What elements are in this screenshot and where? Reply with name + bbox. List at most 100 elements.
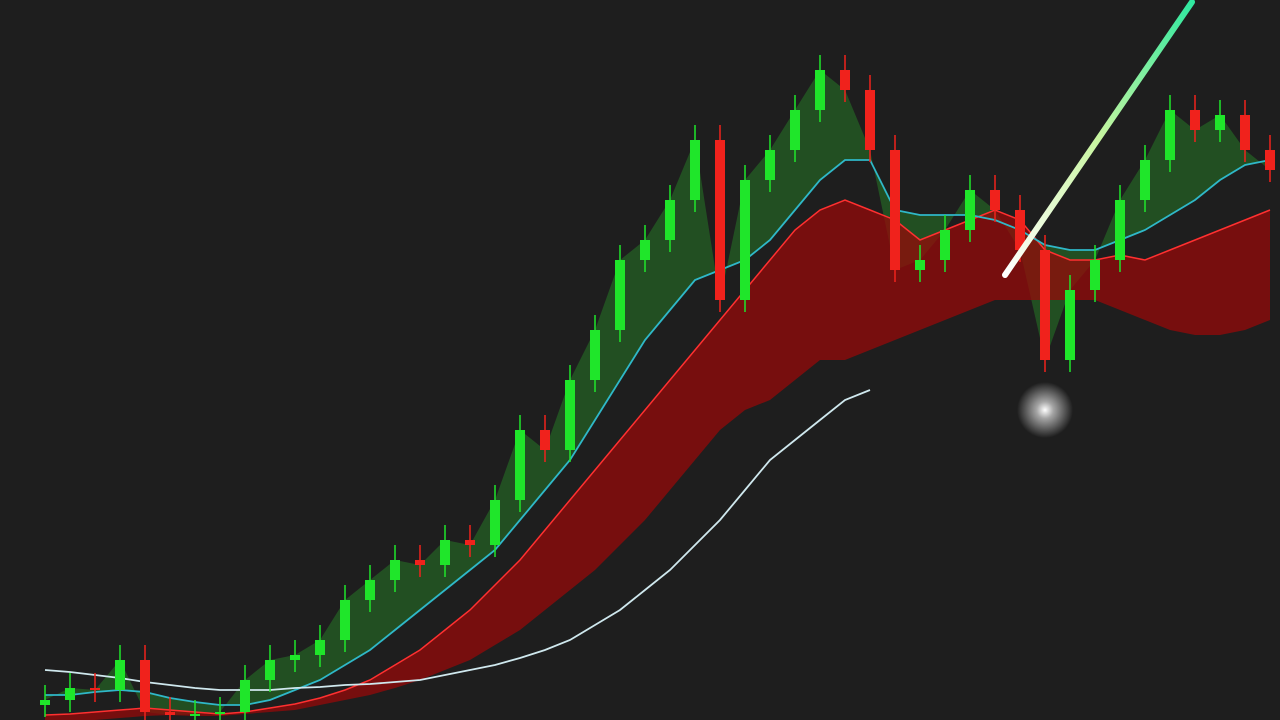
- candle: [1090, 245, 1100, 302]
- candle-body: [440, 540, 450, 565]
- candle-body: [1240, 115, 1250, 150]
- candle-body: [190, 714, 200, 716]
- candle-body: [1215, 115, 1225, 130]
- candle-body: [415, 560, 425, 565]
- candle: [390, 545, 400, 592]
- candle-body: [690, 140, 700, 200]
- candle: [65, 673, 75, 712]
- candle: [990, 175, 1000, 222]
- candle: [640, 225, 650, 272]
- candle-body: [665, 200, 675, 240]
- candle-body: [540, 430, 550, 450]
- candle-body: [1165, 110, 1175, 160]
- candle: [865, 75, 875, 162]
- candle: [165, 697, 175, 720]
- candle: [1240, 100, 1250, 162]
- candle-body: [465, 540, 475, 545]
- candle: [315, 625, 325, 667]
- candle: [940, 215, 950, 272]
- candle: [290, 640, 300, 672]
- candle: [665, 185, 675, 252]
- fills: [45, 70, 1270, 720]
- candle-body: [640, 240, 650, 260]
- candle-body: [1140, 160, 1150, 200]
- candle: [1115, 185, 1125, 272]
- candle: [1190, 95, 1200, 142]
- candle: [90, 673, 100, 702]
- candle-body: [815, 70, 825, 110]
- candle-body: [965, 190, 975, 230]
- line: [44, 389, 871, 691]
- candle: [565, 365, 575, 462]
- candle: [1065, 275, 1075, 372]
- candles: [40, 55, 1275, 720]
- candle-body: [365, 580, 375, 600]
- candle: [765, 135, 775, 192]
- candle: [590, 315, 600, 392]
- candle-body: [865, 90, 875, 150]
- candle: [515, 415, 525, 512]
- candle: [915, 245, 925, 282]
- candle: [1040, 235, 1050, 372]
- candle: [965, 175, 975, 242]
- candle-body: [165, 712, 175, 715]
- candle-body: [1065, 290, 1075, 360]
- candle: [240, 665, 250, 720]
- candle-body: [140, 660, 150, 712]
- candle-body: [915, 260, 925, 270]
- candle-body: [565, 380, 575, 450]
- candle: [1140, 145, 1150, 212]
- candle-body: [1265, 150, 1275, 170]
- glow: [1017, 382, 1073, 438]
- candle-body: [515, 430, 525, 500]
- candle: [140, 645, 150, 720]
- candle: [440, 525, 450, 577]
- candle-body: [490, 500, 500, 545]
- candle-body: [590, 330, 600, 380]
- candle: [890, 135, 900, 282]
- candle: [40, 685, 50, 717]
- candle-body: [790, 110, 800, 150]
- candle: [815, 55, 825, 122]
- candle-body: [940, 230, 950, 260]
- candle-body: [115, 660, 125, 690]
- candle: [615, 245, 625, 342]
- candle-body: [765, 150, 775, 180]
- candle: [690, 125, 700, 212]
- candle-body: [1090, 260, 1100, 290]
- candle: [190, 700, 200, 720]
- candle-body: [265, 660, 275, 680]
- candle-body: [715, 140, 725, 300]
- candle: [1165, 95, 1175, 172]
- arrow-beam: [1002, 0, 1195, 278]
- candle: [215, 697, 225, 720]
- candle-body: [1015, 210, 1025, 250]
- candle-body: [615, 260, 625, 330]
- candle: [115, 645, 125, 702]
- candle: [1215, 100, 1225, 142]
- candle: [490, 485, 500, 557]
- candle: [840, 55, 850, 102]
- candle: [715, 125, 725, 312]
- candle-body: [390, 560, 400, 580]
- candle-body: [340, 600, 350, 640]
- candle-body: [990, 190, 1000, 210]
- candle: [415, 545, 425, 577]
- candle: [540, 415, 550, 462]
- candle: [365, 565, 375, 612]
- candle-body: [215, 712, 225, 714]
- candle: [465, 525, 475, 557]
- cloud: [45, 200, 1270, 720]
- candle-body: [65, 688, 75, 700]
- candle: [265, 645, 275, 692]
- candle-body: [740, 180, 750, 300]
- candle: [340, 585, 350, 652]
- candle: [790, 95, 800, 162]
- candle-body: [40, 700, 50, 705]
- candle-body: [1190, 110, 1200, 130]
- candle-body: [240, 680, 250, 712]
- candle-body: [290, 655, 300, 660]
